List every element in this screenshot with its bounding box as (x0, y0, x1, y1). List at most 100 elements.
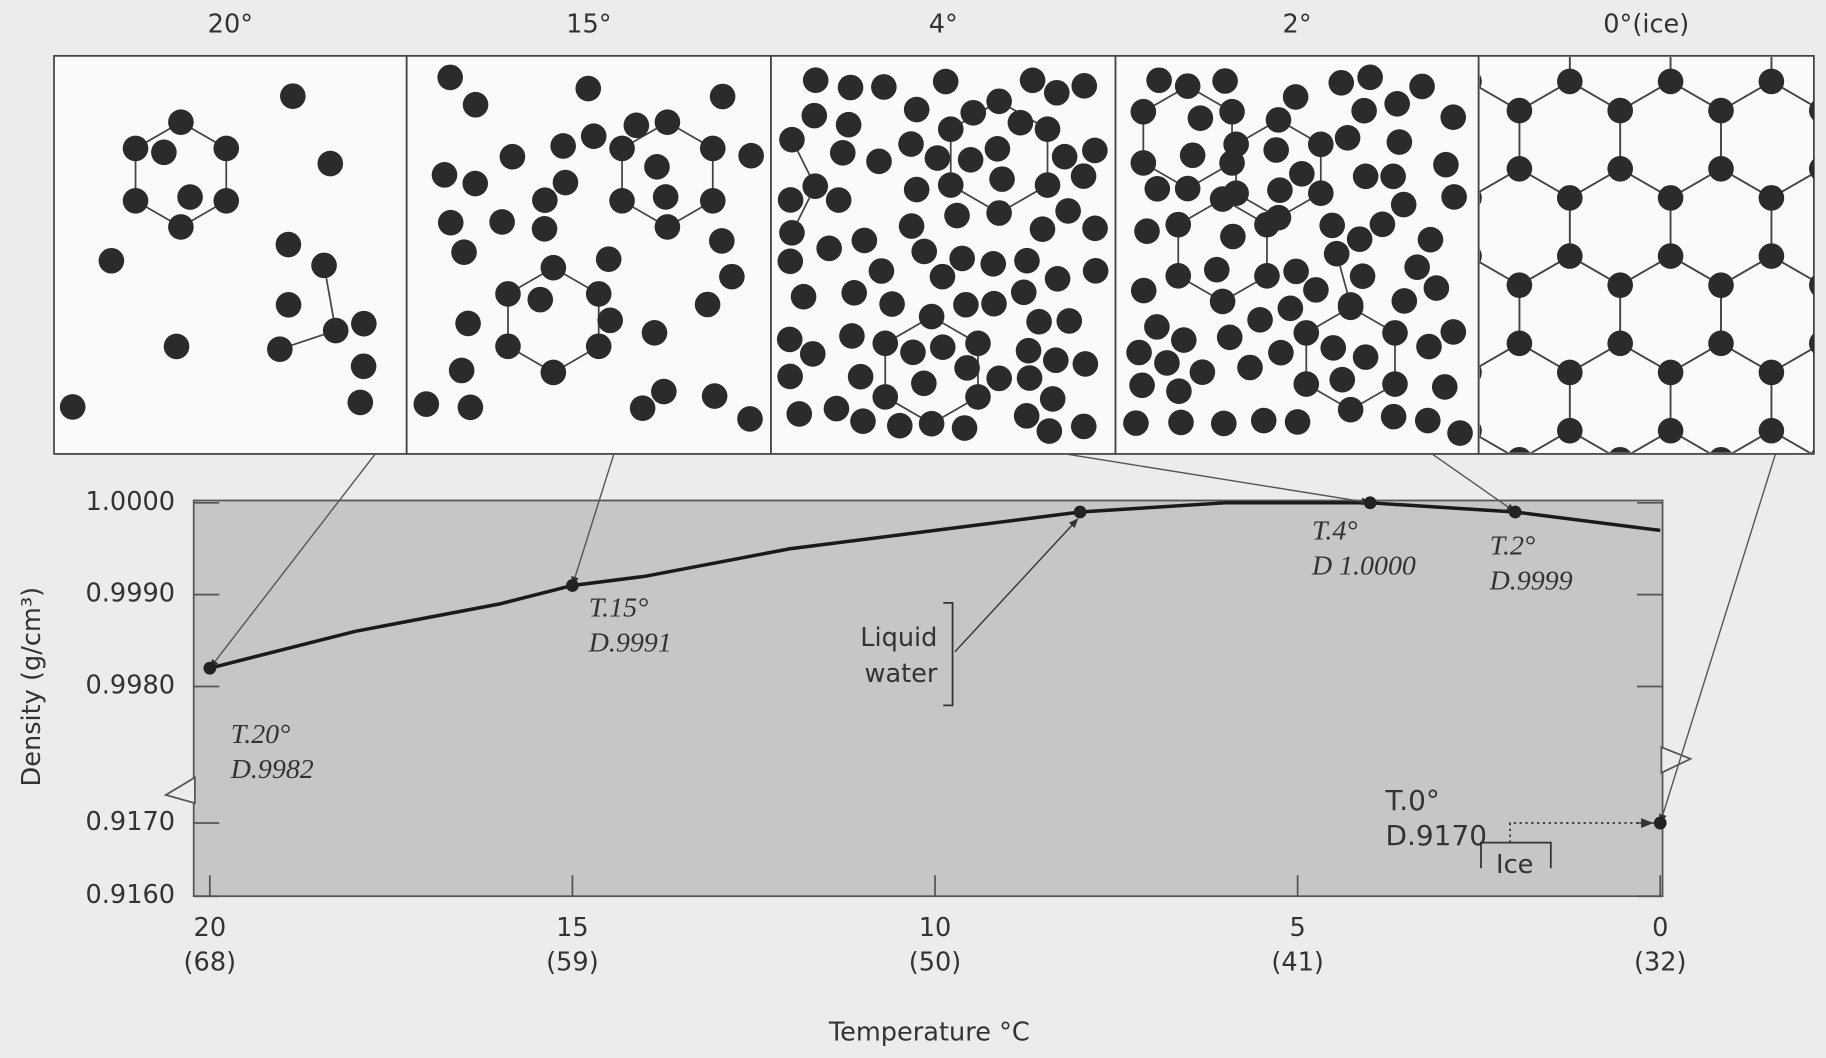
molecule (1808, 275, 1814, 296)
molecule (898, 213, 925, 239)
molecule (413, 391, 440, 417)
x-tick-sublabel: (41) (1271, 948, 1324, 978)
molecule (1447, 420, 1473, 446)
molecule (1406, 0, 1432, 7)
molecule (527, 286, 554, 313)
bracket (1480, 841, 1552, 869)
hydrogen-bond (1721, 0, 1822, 23)
molecule (1759, 534, 1785, 560)
molecule (1013, 403, 1040, 429)
molecule (59, 394, 86, 420)
x-tick-label: 5 (1289, 913, 1305, 943)
molecule (1223, 131, 1249, 158)
y-tick-label: 0.9160 (86, 880, 176, 910)
molecule (1130, 277, 1157, 304)
ice-lattice (1406, 0, 1826, 560)
molecule (1380, 163, 1406, 190)
molecule (929, 334, 956, 360)
x-axis-label: Temperature °C (828, 1018, 1030, 1048)
molecule (1282, 84, 1309, 110)
x-tick-label: 0 (1652, 913, 1668, 943)
panel-label: 0°(ice) (1603, 10, 1689, 40)
molecule (1265, 107, 1292, 133)
molecule (177, 184, 203, 210)
molecule (699, 187, 726, 214)
molecule (499, 143, 526, 170)
molecule (580, 123, 607, 149)
molecule (1334, 125, 1361, 151)
molecule (839, 323, 865, 349)
molecule (1016, 365, 1043, 391)
molecule (1508, 446, 1531, 453)
molecule (1277, 295, 1304, 322)
molecule (1168, 409, 1194, 436)
molecule (462, 170, 489, 197)
molecule (699, 135, 726, 162)
y-tick-label: 0.9980 (86, 671, 176, 701)
axis-break (1660, 745, 1693, 775)
molecule (1019, 67, 1046, 94)
molecule (1708, 155, 1734, 182)
molecule (495, 333, 521, 360)
molecule (937, 116, 964, 142)
molecule (1506, 330, 1533, 357)
molecule (168, 109, 194, 136)
molecule (1072, 351, 1099, 377)
molecule (1134, 218, 1160, 244)
molecule (779, 126, 805, 153)
molecule (1506, 155, 1533, 182)
molecule (777, 248, 804, 275)
molecule (1440, 104, 1467, 130)
molecule (1607, 155, 1634, 182)
molecule (267, 336, 293, 362)
molecule (898, 131, 924, 157)
molecule (1203, 256, 1230, 283)
molecule (1758, 417, 1785, 444)
molecule (1007, 109, 1034, 136)
hydrogen-bond (1822, 0, 1826, 23)
data-point (203, 661, 217, 675)
molecule (629, 395, 656, 421)
molecule (1250, 407, 1277, 434)
panel-label: 20° (208, 10, 253, 40)
molecule (609, 187, 635, 214)
data-point (1363, 496, 1377, 510)
molecule (1071, 73, 1098, 99)
molecule (1657, 185, 1684, 211)
molecule (1431, 374, 1458, 400)
molecule (709, 83, 736, 110)
molecule (1384, 90, 1410, 117)
molecule (872, 384, 899, 410)
molecule (1557, 10, 1583, 36)
molecule (585, 333, 612, 360)
leader-line (1509, 818, 1654, 843)
molecule (540, 359, 567, 386)
data-point (1073, 505, 1087, 519)
molecule (275, 231, 302, 258)
molecule (949, 245, 975, 272)
molecule (1308, 131, 1334, 158)
molecule (823, 395, 850, 422)
molecule (1284, 409, 1311, 435)
molecule (879, 291, 905, 317)
molecule (654, 214, 681, 240)
molecule (1026, 308, 1052, 335)
molecule (1808, 158, 1814, 179)
molecule (540, 254, 567, 281)
molecule (777, 187, 804, 213)
molecule (918, 410, 945, 437)
molecule (1759, 10, 1785, 36)
molecule (595, 246, 622, 273)
molecule (641, 320, 668, 346)
molecule (1237, 354, 1263, 381)
molecule (1209, 186, 1236, 212)
molecule (275, 291, 302, 318)
molecule (1416, 333, 1442, 360)
molecule (1479, 423, 1482, 438)
molecule (1708, 330, 1734, 357)
x-tick-sublabel: (59) (546, 948, 599, 978)
molecule (1154, 350, 1180, 376)
molecule (965, 330, 991, 357)
molecule (1758, 68, 1785, 95)
molecule (1440, 319, 1467, 345)
